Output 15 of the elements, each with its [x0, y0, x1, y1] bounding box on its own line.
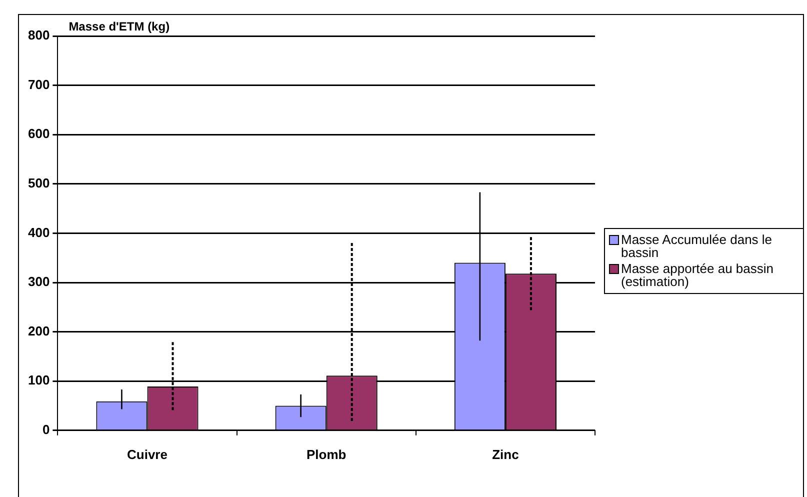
y-tick-label: 500 [28, 175, 50, 190]
y-axis-title: Masse d'ETM (kg) [68, 19, 170, 34]
x-tick-label: Zinc [492, 446, 519, 462]
y-tick-label: 600 [28, 126, 50, 142]
x-tick-label: Cuivre [127, 446, 168, 462]
y-tick-label: 400 [28, 224, 50, 240]
legend-label: Masse Accumulée dans le bassin [621, 232, 774, 260]
y-tick-label: 700 [28, 76, 50, 92]
x-tick-label: Plomb [306, 446, 346, 462]
y-tick-label: 200 [28, 323, 50, 338]
y-tick-label: 300 [28, 274, 50, 290]
y-tick-label: 800 [28, 28, 50, 43]
y-tick-label: 100 [28, 372, 50, 388]
y-tick-label: 0 [42, 422, 50, 437]
legend-label: Masse apportée au bassin (estimation) [621, 261, 774, 289]
